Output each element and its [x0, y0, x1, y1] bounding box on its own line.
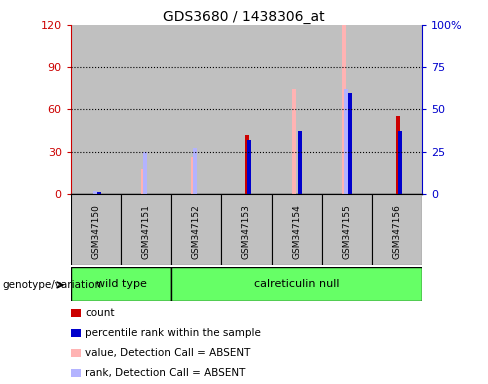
Text: GSM347153: GSM347153 [242, 205, 251, 260]
Text: GSM347156: GSM347156 [392, 205, 402, 260]
Text: wild type: wild type [96, 279, 146, 289]
Bar [222, 194, 271, 265]
Bar [344, 89, 348, 194]
Bar [171, 25, 222, 194]
Bar [121, 25, 171, 194]
Text: GSM347155: GSM347155 [342, 205, 351, 260]
Bar [171, 267, 422, 301]
Bar [71, 369, 81, 377]
Text: value, Detection Call = ABSENT: value, Detection Call = ABSENT [85, 348, 251, 358]
Bar [298, 131, 302, 194]
Bar [191, 157, 195, 194]
Text: rank, Detection Call = ABSENT: rank, Detection Call = ABSENT [85, 368, 246, 378]
Bar [71, 329, 81, 337]
Bar [247, 140, 251, 194]
Text: genotype/variation: genotype/variation [2, 280, 102, 290]
Bar [222, 25, 271, 194]
Bar [271, 25, 322, 194]
Bar [143, 152, 147, 194]
Bar [193, 148, 197, 194]
Bar [71, 194, 121, 265]
Bar [292, 89, 296, 194]
Bar [372, 194, 422, 265]
Bar [71, 349, 81, 357]
Bar [271, 194, 322, 265]
Bar [372, 25, 422, 194]
Bar [93, 190, 97, 194]
Text: GDS3680 / 1438306_at: GDS3680 / 1438306_at [163, 10, 325, 23]
Bar [71, 25, 121, 194]
Text: GSM347154: GSM347154 [292, 205, 301, 259]
Bar [121, 194, 171, 265]
Bar [322, 194, 372, 265]
Bar [322, 25, 372, 194]
Bar [342, 8, 346, 194]
Bar [171, 194, 222, 265]
Bar [71, 267, 171, 301]
Bar [245, 135, 249, 194]
Text: GSM347150: GSM347150 [91, 205, 101, 260]
Bar [97, 192, 101, 194]
Text: count: count [85, 308, 115, 318]
Bar [396, 116, 400, 194]
Bar [348, 93, 352, 194]
Text: calreticulin null: calreticulin null [254, 279, 339, 289]
Text: percentile rank within the sample: percentile rank within the sample [85, 328, 261, 338]
Bar [141, 169, 145, 194]
Bar [398, 131, 402, 194]
Bar [71, 309, 81, 317]
Text: GSM347151: GSM347151 [142, 205, 151, 260]
Text: GSM347152: GSM347152 [192, 205, 201, 259]
